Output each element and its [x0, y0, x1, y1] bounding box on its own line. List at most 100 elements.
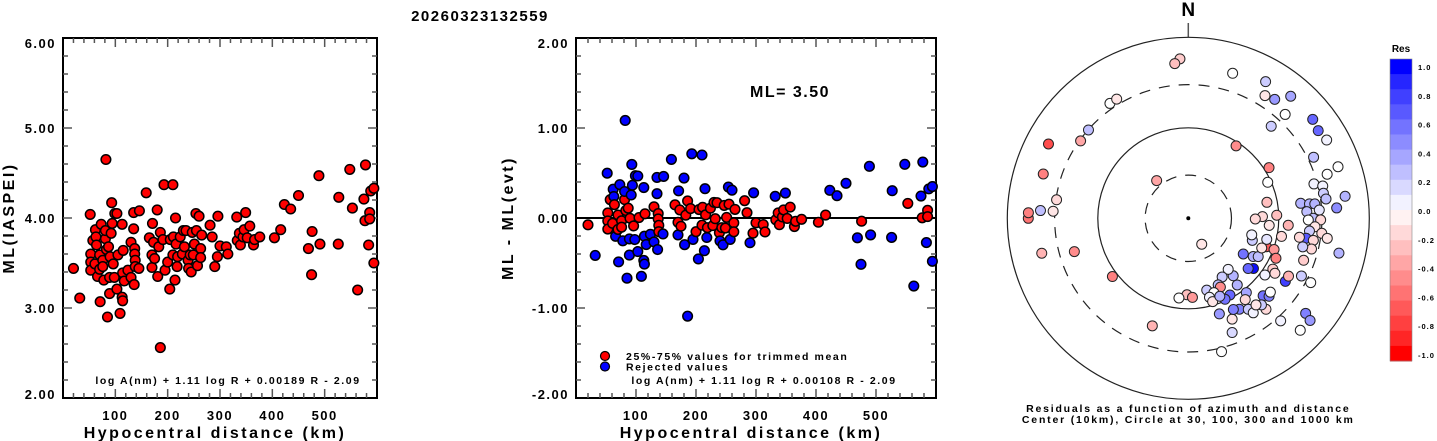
- station-point: [1237, 248, 1249, 260]
- data-point: [146, 261, 158, 274]
- station-point: [1263, 162, 1275, 174]
- station-point: [1270, 252, 1282, 264]
- station-point: [1256, 242, 1268, 254]
- rejected-point: [779, 187, 791, 199]
- residual-distance-plot: 100 200 300 400 500 -2.00 -1.00 0.00 1.00 2.00 Hyp…: [500, 36, 938, 441]
- rejected-point: [744, 237, 756, 249]
- station-point: [1269, 267, 1281, 279]
- x-tick-label: 200: [155, 408, 181, 423]
- ring-300km: [1054, 84, 1323, 353]
- station-point: [1282, 219, 1294, 231]
- data-point: [101, 311, 114, 323]
- colorbar-segment: [1390, 89, 1412, 105]
- station-point: [1262, 176, 1274, 188]
- rejected-point: [908, 280, 920, 292]
- data-point: [306, 269, 318, 281]
- colorbar-label: -1.0: [1418, 351, 1435, 360]
- center-dot: [1186, 216, 1191, 221]
- rejected-point: [748, 187, 760, 199]
- rejected-point: [769, 190, 781, 202]
- station-point: [1068, 246, 1080, 258]
- data-point: [306, 225, 318, 238]
- formula-label: log A(nm) + 1.11 log R + 0.00108 R - 2.0…: [631, 375, 896, 387]
- ring-30km: [1144, 174, 1233, 263]
- colorbar-segment: [1390, 330, 1412, 347]
- data-point: [292, 189, 305, 202]
- colorbar-label: 0.0: [1418, 207, 1431, 216]
- used-point: [721, 211, 733, 223]
- data-point: [314, 238, 326, 250]
- data-point: [128, 223, 140, 235]
- colorbar-segment: [1390, 225, 1412, 241]
- colorbar-segment: [1390, 345, 1412, 362]
- data-point: [105, 227, 117, 239]
- x-tick-label: 300: [743, 408, 769, 423]
- used-point: [902, 197, 914, 209]
- rejected-point: [824, 184, 836, 196]
- station-point: [1037, 168, 1049, 180]
- data-point: [133, 262, 145, 274]
- station-point: [1082, 124, 1094, 136]
- data-point: [193, 210, 205, 222]
- colorbar-label: 1.0: [1418, 63, 1431, 72]
- colorbar-segment: [1390, 210, 1412, 226]
- station-point: [1261, 196, 1273, 208]
- y-axis-title: ML(IASPEI): [1, 162, 18, 273]
- station-point: [1261, 233, 1273, 245]
- station-point: [1227, 67, 1239, 79]
- used-point: [820, 209, 832, 221]
- data-point: [84, 208, 96, 220]
- data-point: [332, 238, 344, 250]
- x-tick-label: 100: [102, 408, 128, 423]
- used-point: [639, 208, 651, 220]
- station-point: [1293, 231, 1305, 243]
- colorbar-label: 0.8: [1418, 92, 1431, 101]
- used-point: [608, 199, 620, 211]
- station-point: [1227, 303, 1239, 315]
- y-tick-label: -2.00: [532, 387, 569, 402]
- used-point: [628, 220, 640, 232]
- rejected-point: [855, 258, 867, 270]
- legend-label: 25%-75% values for trimmed mean: [626, 351, 848, 363]
- used-point: [709, 213, 721, 225]
- colorbar-label: 0.4: [1418, 149, 1431, 158]
- x-tick-label: 500: [863, 408, 889, 423]
- data-point: [268, 232, 280, 244]
- data-point: [368, 257, 380, 269]
- rejected-point: [696, 149, 708, 161]
- station-point: [1242, 263, 1254, 275]
- x-tick-label: 300: [207, 408, 233, 423]
- rejected-point: [886, 231, 898, 243]
- data-point: [195, 243, 207, 255]
- station-point: [1307, 113, 1319, 125]
- station-point: [1298, 254, 1310, 266]
- formula-label: log A(nm) + 1.11 log R + 0.00189 R - 2.0…: [95, 375, 360, 387]
- rejected-point: [920, 237, 932, 249]
- y-tick-label: 2.00: [538, 36, 569, 51]
- data-point: [204, 219, 216, 231]
- colorbar-segment: [1390, 240, 1412, 256]
- rejected-point: [840, 177, 852, 189]
- station-point: [1216, 346, 1228, 358]
- data-point: [169, 274, 181, 286]
- colorbar: Res 1.0 0.8 0.6 0.4 0.2 0.0 -0.2 -0.4 -0.6 -0.8 -1.…: [1389, 44, 1435, 362]
- data-point: [346, 202, 358, 214]
- station-point: [1230, 140, 1242, 152]
- station-point: [1231, 279, 1243, 291]
- colorbar-label: 0.6: [1418, 121, 1431, 130]
- station-point: [1226, 327, 1238, 339]
- colorbar-label: 0.2: [1418, 178, 1431, 187]
- station-point: [1321, 232, 1333, 244]
- rejected-point: [717, 239, 729, 251]
- colorbar-label: -0.4: [1418, 265, 1435, 274]
- colorbar-label: -0.6: [1418, 293, 1435, 302]
- station-point: [1022, 207, 1034, 219]
- data-point: [206, 231, 218, 243]
- x-axis-title: Hypocentral distance (km): [84, 425, 347, 441]
- rejected-point: [851, 232, 863, 244]
- station-point: [1295, 270, 1307, 282]
- data-point: [212, 210, 224, 222]
- rejected-point: [665, 153, 677, 165]
- ring-1000km: [1006, 36, 1370, 400]
- colorbar-title: Res: [1392, 44, 1411, 55]
